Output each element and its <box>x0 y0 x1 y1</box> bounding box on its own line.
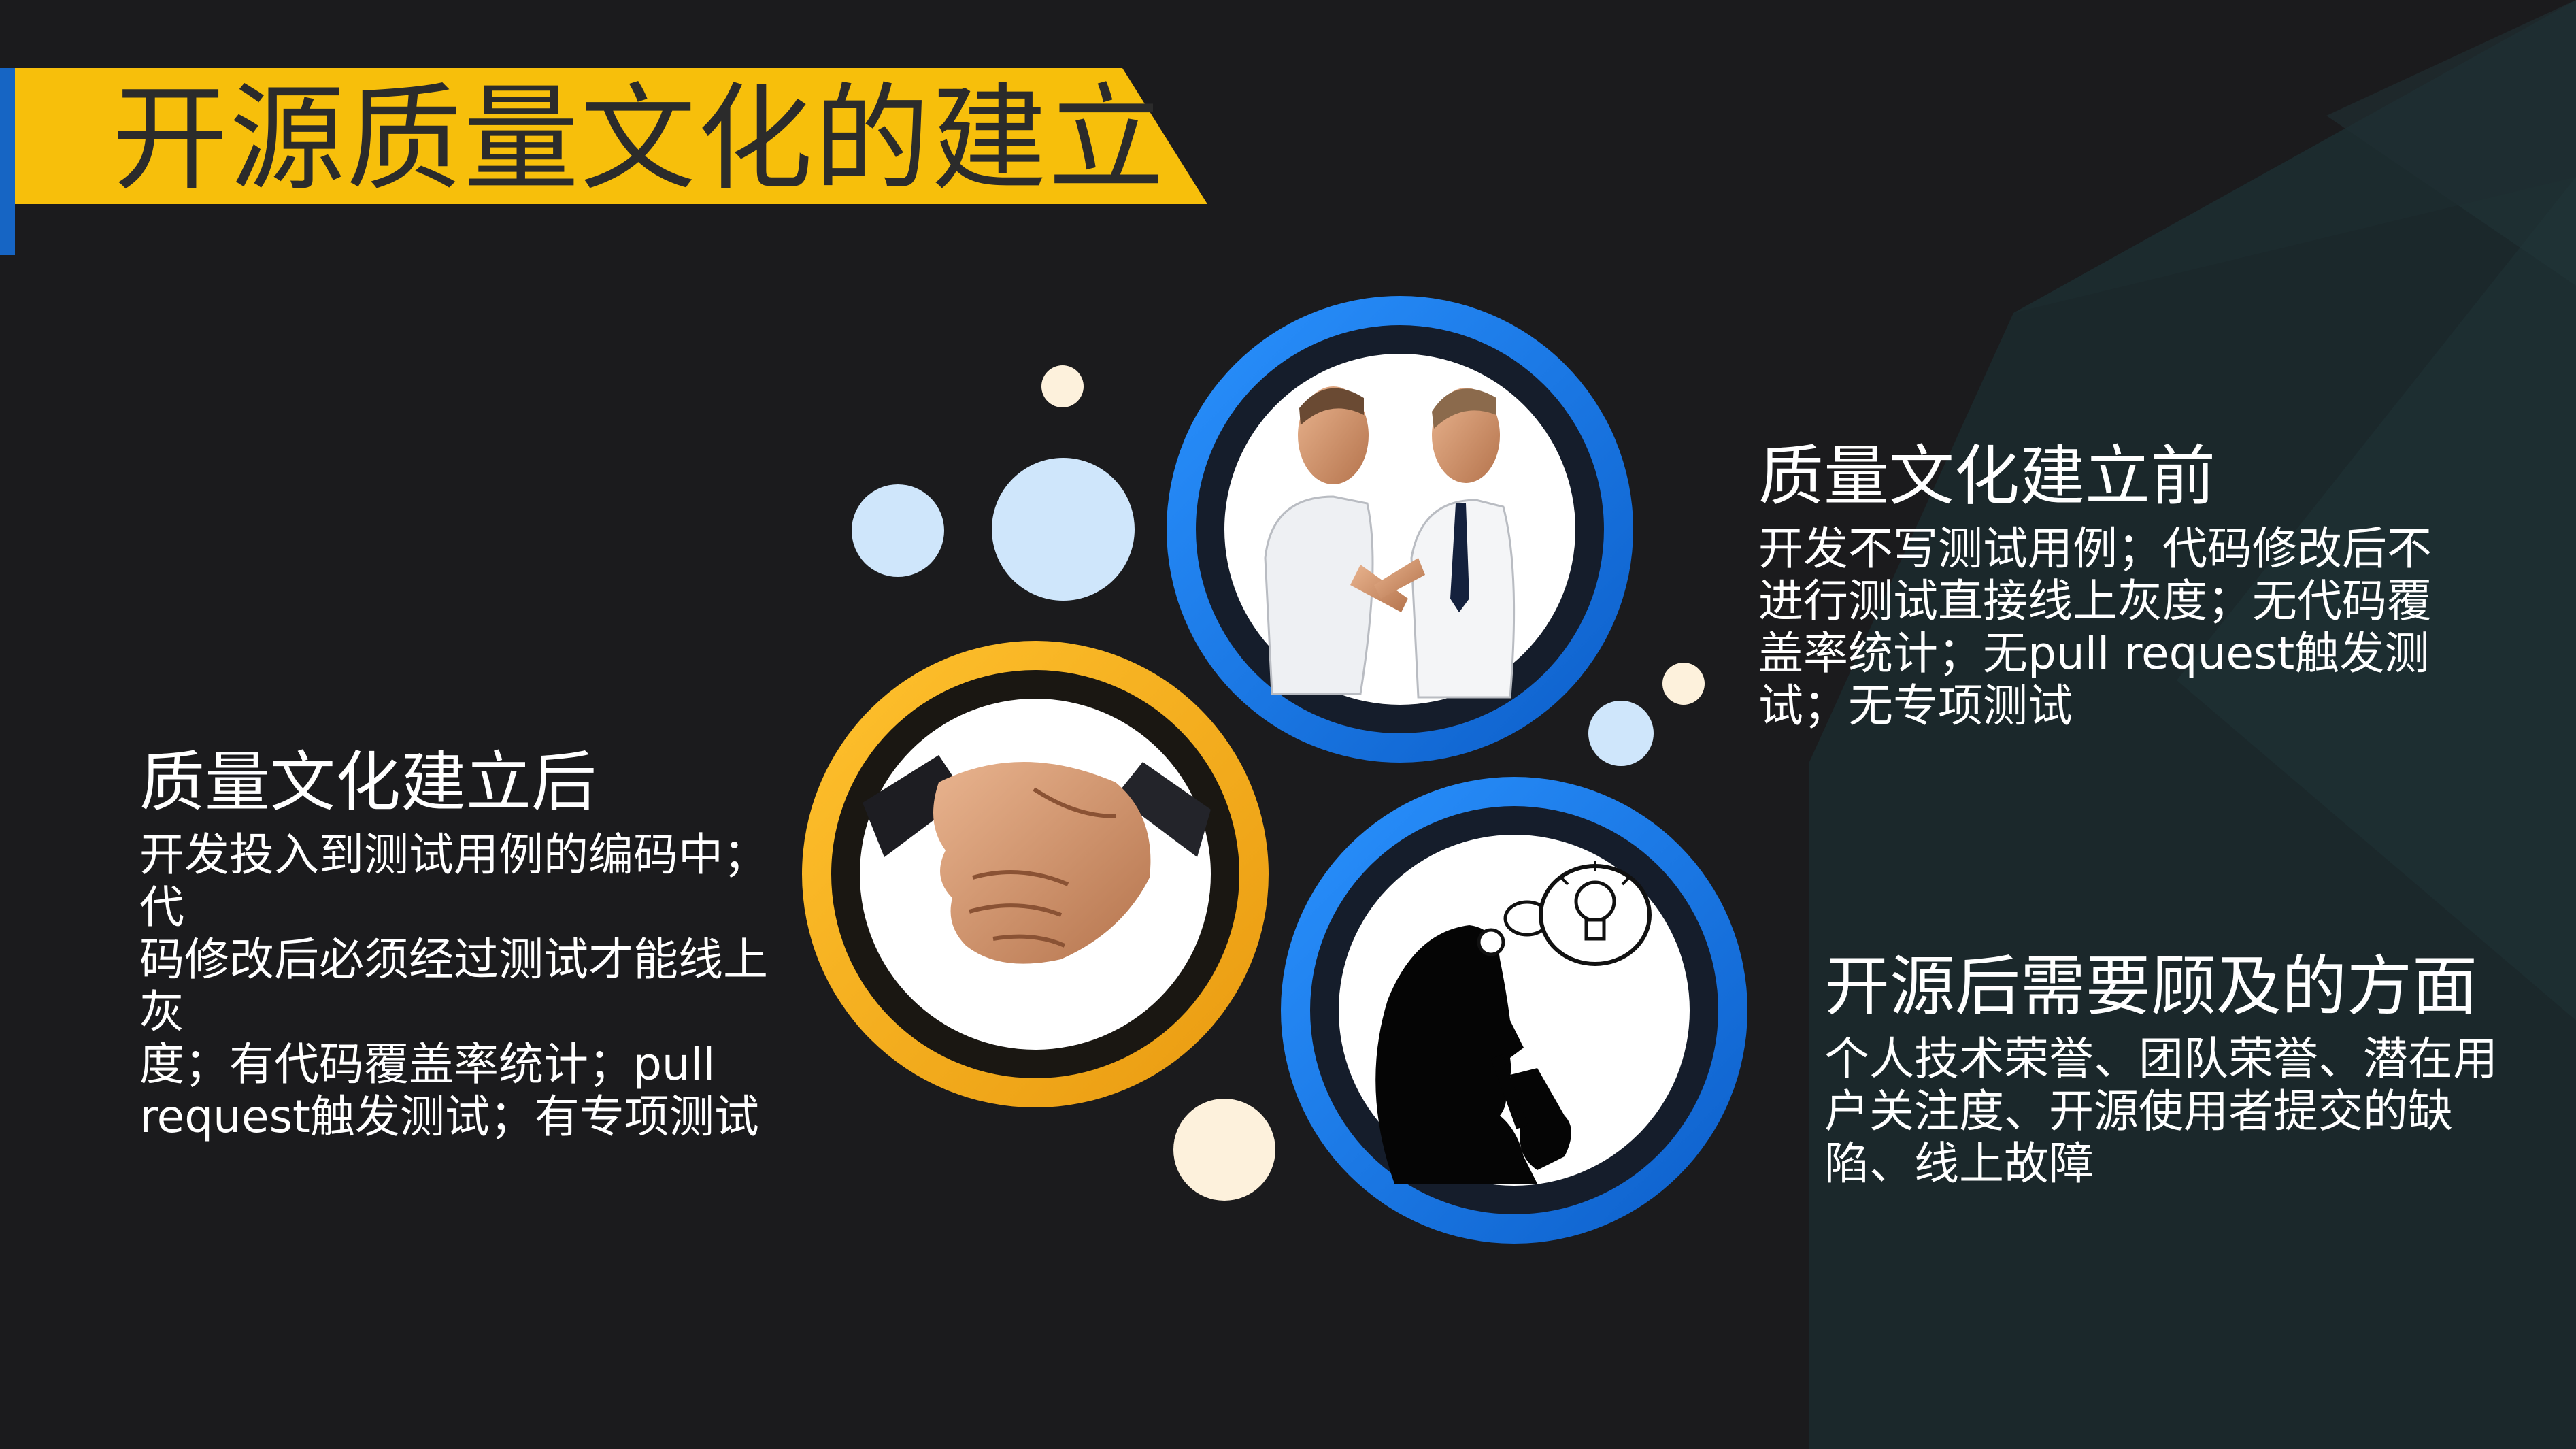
title-banner <box>0 68 1207 255</box>
body-line: 度；有代码覆盖率统计；pull <box>139 1038 716 1090</box>
slide-title: 开源质量文化的建立 <box>112 72 1166 207</box>
thinking-silhouette-image <box>1281 777 1747 1244</box>
body-line: 试；无专项测试 <box>1758 680 2073 732</box>
section-heading: 质量文化建立后 <box>139 744 597 820</box>
body-line: 户关注度、开源使用者提交的缺 <box>1824 1085 2453 1137</box>
two-men-arguing-image <box>1167 296 1633 763</box>
section-before-culture: 质量文化建立前 开发不写测试用例；代码修改后不 进行测试直接线上灰度；无代码覆 … <box>1758 435 2439 732</box>
section-body: 个人技术荣誉、团队荣誉、潜在用 户关注度、开源使用者提交的缺 陷、线上故障 <box>1824 1033 2505 1190</box>
handshake-image <box>802 641 1269 1107</box>
body-line: 盖率统计；无pull request触发测 <box>1758 627 2430 680</box>
body-line: 进行测试直接线上灰度；无代码覆 <box>1758 575 2432 627</box>
body-line: 码修改后必须经过测试才能线上灰 <box>139 933 768 1038</box>
decorative-bubbles <box>852 365 1705 1201</box>
body-line: 个人技术荣誉、团队荣誉、潜在用 <box>1824 1033 2498 1085</box>
body-line: 开发投入到测试用例的编码中；代 <box>139 829 768 933</box>
section-heading: 质量文化建立前 <box>1758 438 2215 514</box>
body-line: request触发测试；有专项测试 <box>139 1090 759 1143</box>
section-body: 开发投入到测试用例的编码中；代 码修改后必须经过测试才能线上灰 度；有代码覆盖率… <box>139 829 806 1143</box>
section-after-culture: 质量文化建立后 开发投入到测试用例的编码中；代 码修改后必须经过测试才能线上灰 … <box>139 742 806 1143</box>
body-line: 陷、线上故障 <box>1824 1137 2094 1190</box>
section-opensource-concerns: 开源后需要顾及的方面 个人技术荣誉、团队荣誉、潜在用 户关注度、开源使用者提交的… <box>1824 946 2505 1190</box>
section-heading: 开源后需要顾及的方面 <box>1824 948 2477 1025</box>
body-line: 开发不写测试用例；代码修改后不 <box>1758 522 2432 575</box>
section-body: 开发不写测试用例；代码修改后不 进行测试直接线上灰度；无代码覆 盖率统计；无pu… <box>1758 522 2439 732</box>
